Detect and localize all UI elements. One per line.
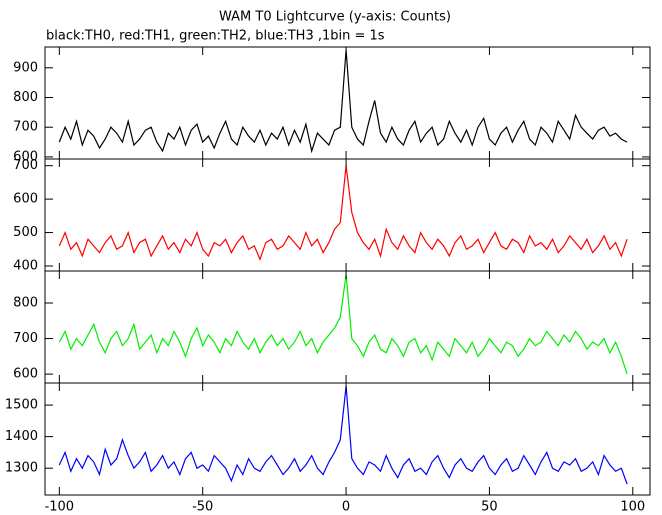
y-tick-label: 800 [13, 90, 38, 105]
y-tick-label: 900 [13, 60, 38, 75]
chart-title: WAM T0 Lightcurve (y-axis: Counts) [219, 10, 451, 25]
x-tick-label: -50 [192, 500, 213, 515]
series-line [58, 165, 628, 261]
chart-subtitle: black:TH0, red:TH1, green:TH2, blue:TH3 … [46, 29, 385, 44]
series-line [58, 274, 628, 375]
y-tick-label: 1400 [5, 429, 38, 444]
y-tick-label: 1500 [5, 398, 38, 413]
y-tick-label: 600 [13, 367, 38, 382]
y-tick-label: 1300 [5, 461, 38, 476]
x-tick-label: 100 [620, 500, 645, 515]
y-tick-label: 600 [13, 149, 38, 164]
y-tick-label: 800 [13, 296, 38, 311]
y-tick-label: 700 [13, 120, 38, 135]
panel-frame [44, 382, 651, 496]
y-tick-label: 500 [13, 225, 38, 240]
series-line [58, 49, 628, 154]
x-tick-label: 0 [342, 500, 350, 515]
y-tick-label: 700 [13, 331, 38, 346]
x-tick-label: 50 [481, 500, 498, 515]
y-tick-label: 400 [13, 258, 38, 273]
x-tick-label: -100 [45, 500, 75, 515]
y-tick-label: 600 [13, 192, 38, 207]
y-tick-label: 700 [13, 158, 38, 173]
series-line [58, 386, 628, 485]
